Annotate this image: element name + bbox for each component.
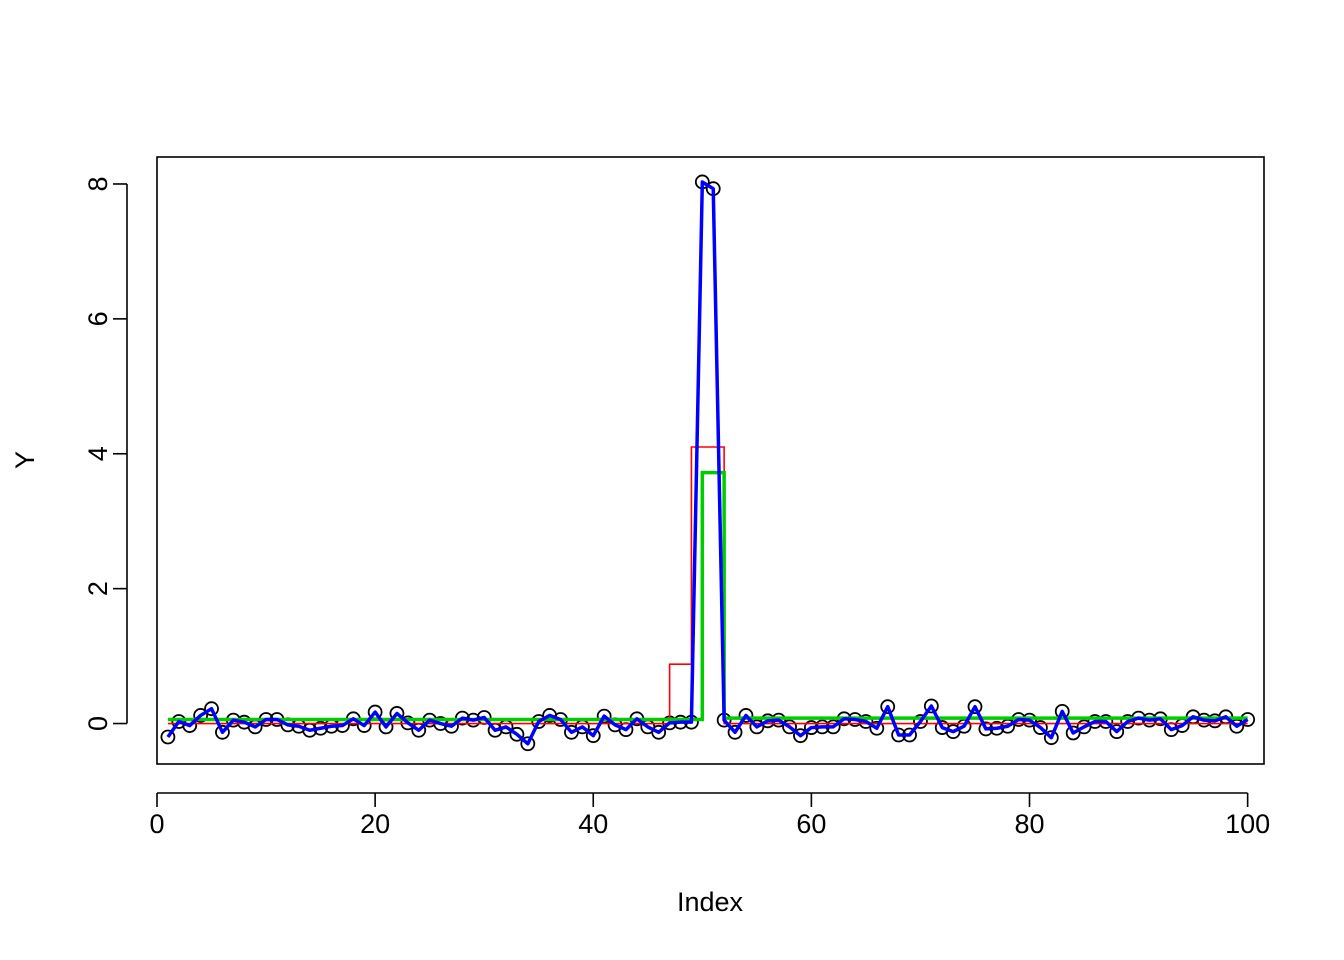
x-tick-label: 40 <box>578 809 608 839</box>
data-point <box>967 699 983 715</box>
x-tick-label: 20 <box>360 809 390 839</box>
data-point <box>1109 724 1125 740</box>
x-tick-label: 0 <box>149 809 164 839</box>
red-step-series <box>167 446 1248 725</box>
x-tick-label: 100 <box>1225 809 1270 839</box>
data-point <box>509 726 525 742</box>
data-point <box>160 729 176 745</box>
data-point <box>727 724 743 740</box>
data-point <box>585 728 601 744</box>
data-point <box>651 724 667 740</box>
x-tick-label: 60 <box>796 809 826 839</box>
data-point <box>1033 720 1048 735</box>
y-axis: 0 2 4 6 8 <box>83 176 128 731</box>
data-point <box>204 701 219 717</box>
data-point <box>215 724 230 740</box>
blue-line-series <box>166 180 1249 746</box>
data-point <box>520 736 536 752</box>
data-point <box>193 708 209 723</box>
data-point <box>738 708 754 723</box>
y-tick-label: 6 <box>83 311 113 326</box>
y-tick-label: 0 <box>83 716 113 731</box>
y-tick-label: 2 <box>83 581 113 596</box>
data-point <box>782 719 797 735</box>
x-tick-label: 80 <box>1014 809 1044 839</box>
y-tick-label: 8 <box>83 176 113 191</box>
data-point <box>913 714 928 729</box>
green-step-series <box>167 470 1248 722</box>
series-layer <box>160 174 1256 752</box>
plot-frame <box>156 156 1265 765</box>
data-point <box>793 728 808 744</box>
data-point <box>749 719 765 735</box>
observed-points <box>160 174 1256 752</box>
data-point <box>1043 730 1059 746</box>
data-point <box>880 699 896 715</box>
data-point <box>869 720 885 736</box>
data-point <box>923 698 939 714</box>
data-point <box>596 708 612 724</box>
y-tick-label: 4 <box>83 446 113 461</box>
y-axis-label: Y <box>10 451 40 469</box>
data-point <box>531 714 547 729</box>
x-axis-label: Index <box>677 887 744 917</box>
x-axis: 0 20 40 60 80 100 <box>149 792 1270 839</box>
data-point <box>1120 714 1136 729</box>
data-point <box>1065 725 1081 741</box>
